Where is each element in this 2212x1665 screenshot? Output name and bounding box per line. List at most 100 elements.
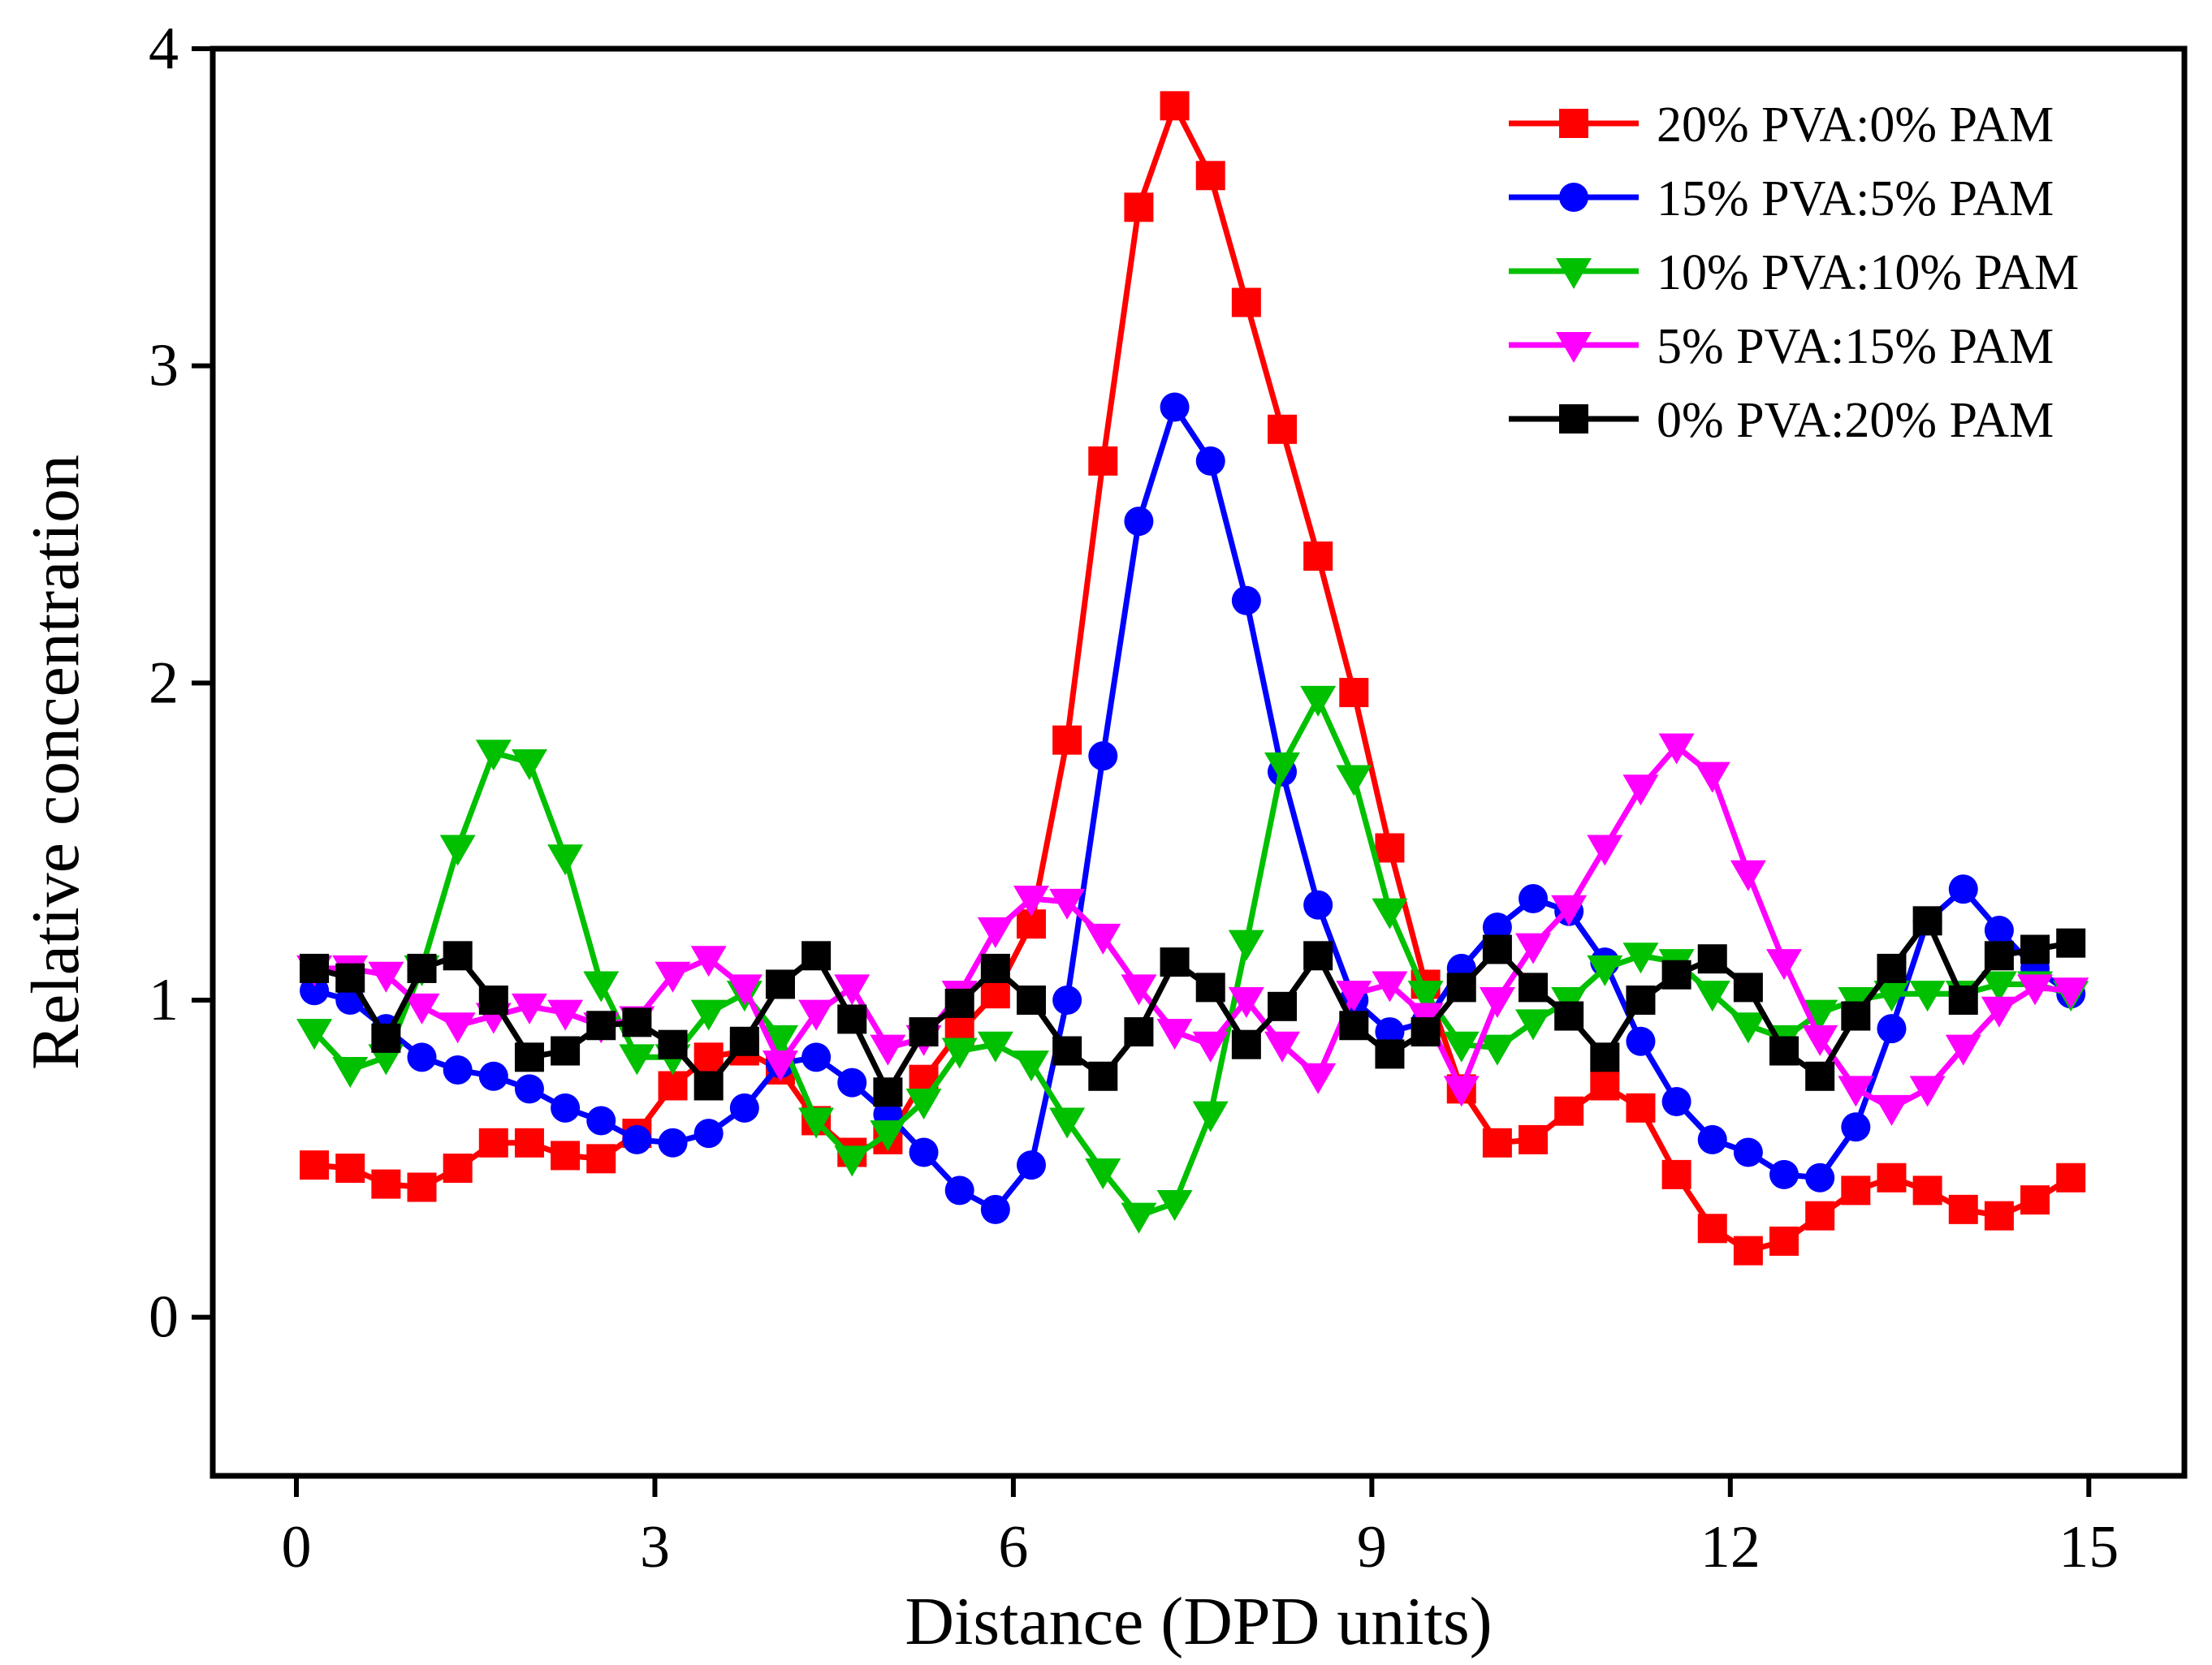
x-tick-label: 15: [2059, 1514, 2119, 1581]
data-point: [1877, 1014, 1907, 1044]
data-point: [690, 946, 727, 977]
data-point: [1587, 955, 1623, 986]
data-point: [1981, 971, 2017, 1003]
data-point: [762, 1024, 798, 1056]
data-point: [801, 1042, 832, 1072]
x-tick-label: 12: [1700, 1514, 1761, 1581]
data-point: [693, 1042, 724, 1072]
legend-marker: [1559, 183, 1588, 212]
series-5: [300, 906, 2086, 1107]
data-point: [1300, 1063, 1337, 1094]
data-point: [1909, 1076, 1946, 1107]
x-tick-label: 3: [640, 1514, 670, 1581]
data-point: [1411, 1017, 1441, 1047]
data-point: [1085, 1158, 1121, 1189]
data-point: [2020, 934, 2050, 964]
data-point: [551, 1036, 581, 1066]
data-point: [1730, 860, 1766, 891]
legend-item: 0% PVA:20% PAM: [1509, 393, 2054, 448]
data-point: [439, 1012, 476, 1044]
legend-marker: [1556, 332, 1592, 363]
data-point: [837, 1068, 867, 1098]
data-point: [977, 1031, 1013, 1063]
data-point: [475, 740, 512, 771]
data-point: [371, 1169, 401, 1199]
data-point: [2017, 974, 2054, 1006]
data-point: [1694, 761, 1730, 793]
data-point: [873, 1077, 903, 1107]
data-point: [1694, 981, 1730, 1012]
data-point: [1981, 996, 2017, 1028]
data-point: [1336, 765, 1372, 796]
legend-marker: [1559, 404, 1588, 434]
x-axis-title: Distance (DPD units): [905, 1584, 1492, 1659]
data-point: [1231, 287, 1261, 317]
data-point: [1192, 1031, 1229, 1063]
data-point: [765, 969, 795, 999]
x-tick-label: 0: [282, 1514, 312, 1581]
data-point: [1228, 930, 1264, 961]
legend-item: 10% PVA:10% PAM: [1509, 245, 2079, 300]
legend-marker: [1559, 109, 1588, 138]
data-point: [1626, 1093, 1656, 1123]
data-point: [1013, 1050, 1049, 1082]
data-point: [1984, 941, 2014, 971]
data-point: [547, 999, 584, 1031]
data-point: [1515, 933, 1552, 964]
data-point: [1303, 541, 1333, 572]
data-point: [1049, 888, 1086, 920]
data-point: [2056, 928, 2086, 958]
data-point: [1339, 678, 1369, 708]
data-point: [834, 1145, 871, 1177]
data-point: [909, 1017, 939, 1047]
legend-label: 0% PVA:20% PAM: [1657, 393, 2054, 448]
data-point: [1587, 835, 1623, 866]
data-point: [1231, 585, 1261, 615]
data-point: [1160, 947, 1190, 977]
series-line: [312, 696, 2072, 1219]
data-point: [1733, 1137, 1763, 1167]
data-point: [1088, 446, 1118, 476]
legend-label: 5% PVA:15% PAM: [1657, 319, 2054, 374]
data-point: [443, 1055, 473, 1085]
x-tick-label: 6: [998, 1514, 1028, 1581]
data-point: [1160, 392, 1190, 422]
data-point: [1375, 1017, 1405, 1047]
data-point: [1407, 981, 1444, 1012]
data-point: [478, 986, 508, 1015]
data-point: [1372, 971, 1408, 1003]
data-point: [1231, 1029, 1261, 1059]
data-point: [1519, 1124, 1549, 1154]
data-point: [1375, 833, 1405, 863]
data-point: [1228, 987, 1264, 1018]
data-point: [798, 999, 835, 1031]
data-point: [622, 1124, 652, 1154]
data-point: [1590, 1071, 1620, 1101]
data-point: [300, 1150, 330, 1180]
data-point: [1160, 91, 1190, 121]
data-point: [551, 1141, 581, 1171]
data-point: [478, 1061, 508, 1091]
data-point: [1697, 1124, 1727, 1154]
data-point: [514, 1074, 544, 1104]
data-point: [1085, 923, 1121, 955]
y-tick-label: 2: [149, 649, 179, 716]
data-point: [1909, 981, 1946, 1012]
data-point: [1733, 973, 1763, 1003]
data-point: [407, 953, 437, 983]
data-point: [1661, 1159, 1691, 1189]
data-point: [1088, 741, 1118, 771]
data-point: [1088, 1061, 1118, 1091]
data-point: [1697, 944, 1727, 974]
data-point: [1551, 895, 1588, 926]
data-point: [2053, 977, 2089, 1009]
data-point: [368, 961, 404, 993]
data-point: [798, 1107, 835, 1139]
data-point: [980, 953, 1010, 983]
data-point: [977, 917, 1013, 949]
y-tick-label: 0: [149, 1284, 179, 1351]
data-point: [980, 1194, 1010, 1224]
data-point: [1519, 883, 1549, 913]
legend-item: 15% PVA:5% PAM: [1509, 171, 2054, 226]
